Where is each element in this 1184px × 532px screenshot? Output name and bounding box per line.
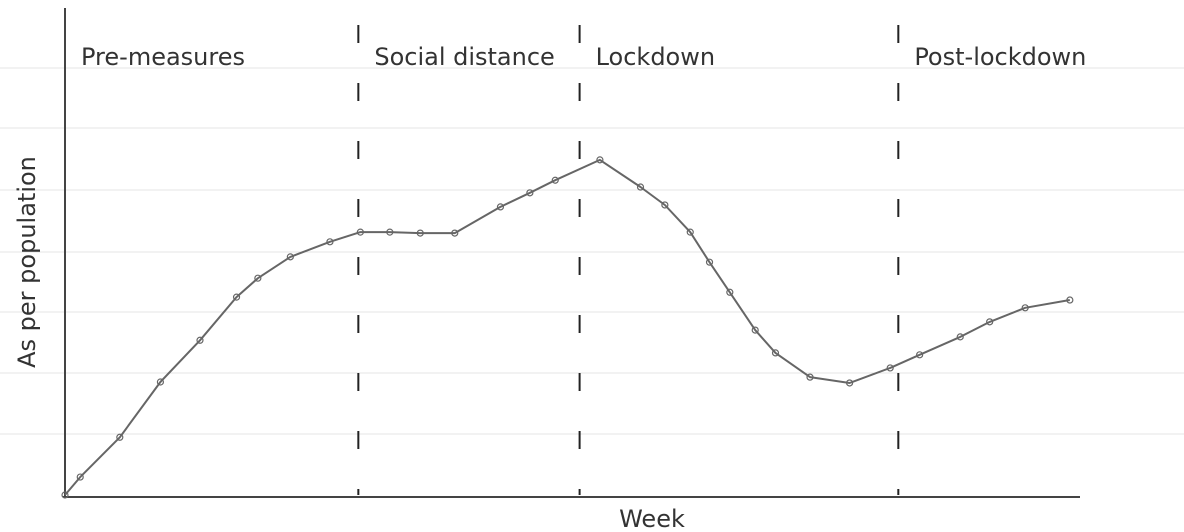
data-point [61, 491, 69, 499]
data-point [751, 326, 759, 334]
data-point [286, 253, 294, 261]
data-point [1021, 304, 1029, 312]
phase-label: Pre-measures [81, 43, 245, 71]
data-point [916, 351, 924, 359]
data-point [705, 258, 714, 266]
paper-lines [0, 67, 1184, 435]
data-point [254, 274, 262, 282]
phase-label: Post-lockdown [914, 43, 1086, 71]
data-point [596, 156, 604, 164]
y-axis-label: As per population [13, 156, 41, 368]
phase-label: Social distance [374, 43, 554, 71]
data-point [661, 201, 669, 209]
data-point [196, 336, 204, 344]
data-point [726, 288, 734, 296]
data-point [386, 228, 394, 236]
data-point [636, 183, 645, 191]
x-axis-label: Week [619, 505, 685, 532]
data-point [986, 318, 994, 326]
data-line [64, 158, 1070, 496]
data-point [771, 349, 780, 357]
data-point [326, 238, 334, 246]
data-point [416, 229, 424, 237]
data-point [451, 229, 459, 237]
data-point [806, 373, 814, 381]
data-point [526, 189, 534, 197]
data-point [1066, 296, 1074, 304]
data-point [116, 433, 124, 441]
data-point [886, 364, 894, 372]
data-point [496, 203, 505, 211]
data-point [76, 473, 84, 481]
data-point [156, 378, 165, 386]
data-point [686, 228, 694, 236]
data-point [956, 333, 964, 341]
phase-label: Lockdown [596, 43, 715, 71]
data-point [845, 379, 854, 387]
data-point [551, 176, 559, 184]
data-point [232, 293, 241, 301]
data-point [356, 228, 364, 236]
